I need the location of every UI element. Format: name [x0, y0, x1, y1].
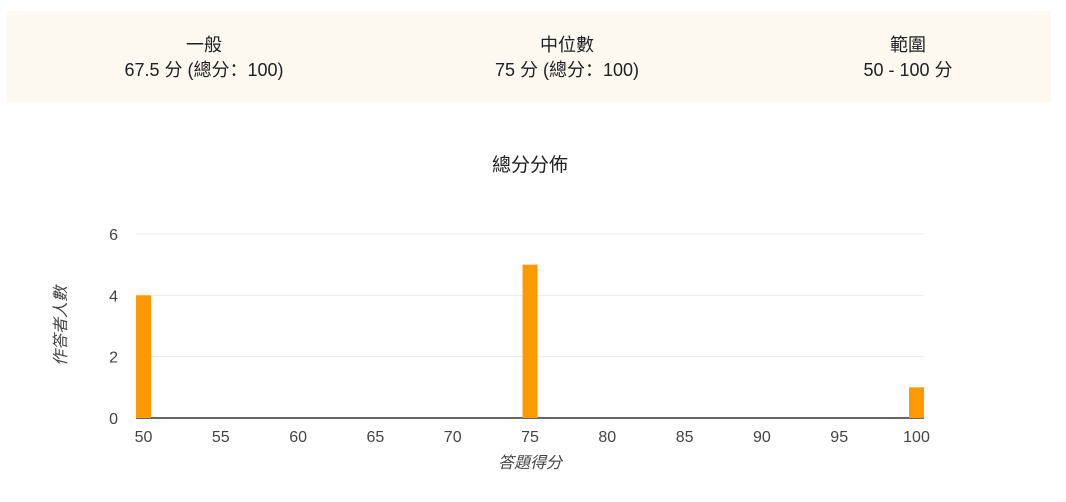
- y-tick-label: 0: [109, 411, 118, 428]
- range-stat-value: 50 - 100 分: [863, 60, 953, 80]
- y-tick-label: 2: [109, 350, 118, 367]
- median-stat-value: 75 分 (總分：100): [494, 60, 640, 80]
- x-tick-label: 60: [289, 429, 307, 446]
- x-tick-label: 50: [135, 429, 153, 446]
- median-stat: 中位數 75 分 (總分：100): [437, 33, 697, 83]
- x-tick-label: 55: [212, 429, 230, 446]
- bar: [522, 264, 538, 418]
- average-stat-label: 一般: [186, 35, 222, 55]
- average-stat-value: 67.5 分 (總分：100): [124, 60, 284, 80]
- x-tick-label: 65: [367, 429, 385, 446]
- bar: [909, 387, 924, 418]
- y-axis-ticks: 0 2 4 6: [109, 227, 118, 428]
- y-axis-title: 作答者人數: [52, 284, 70, 366]
- x-tick-label: 95: [830, 429, 848, 446]
- x-tick-label: 100: [903, 429, 930, 446]
- x-axis-ticks: 50 55 60 65 70 75 80 85 90 95 100: [135, 429, 930, 446]
- chart-title: 總分分佈: [492, 154, 568, 176]
- x-tick-label: 90: [753, 429, 771, 446]
- median-stat-label: 中位數: [540, 35, 594, 55]
- average-stat: 一般 67.5 分 (總分：100): [74, 33, 334, 83]
- x-tick-label: 70: [444, 429, 462, 446]
- y-tick-label: 6: [109, 227, 118, 244]
- x-tick-label: 85: [676, 429, 694, 446]
- range-stat: 範圍 50 - 100 分: [778, 33, 1038, 83]
- x-tick-label: 80: [598, 429, 616, 446]
- x-tick-label: 75: [521, 429, 539, 446]
- x-axis-title: 答題得分: [498, 454, 564, 472]
- bar: [136, 295, 151, 418]
- range-stat-label: 範圍: [890, 35, 926, 55]
- summary-stats-panel: 一般 67.5 分 (總分：100) 中位數 75 分 (總分：100) 範圍 …: [7, 11, 1051, 102]
- y-tick-label: 4: [109, 288, 118, 305]
- bars: [136, 264, 924, 418]
